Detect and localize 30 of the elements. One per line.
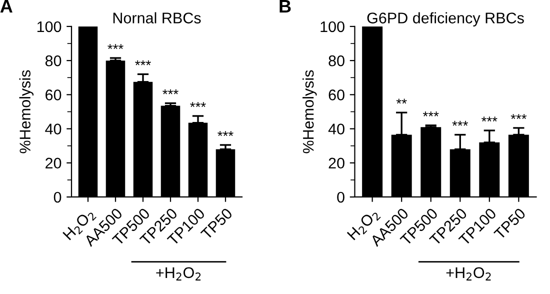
chart-title: Nornal RBCs — [113, 12, 201, 24]
y-tick-label: 60 — [328, 90, 344, 100]
y-tick-label: 20 — [46, 158, 62, 169]
annotation: *** — [135, 60, 151, 66]
y-tick-label: 0 — [54, 192, 62, 203]
annotation: *** — [422, 112, 439, 116]
y-tick-label: 20 — [328, 158, 344, 169]
y-tick-label: 100 — [320, 21, 344, 32]
annotation: *** — [452, 120, 468, 126]
y-axis-title: %Hemolysis — [302, 70, 317, 154]
y-tick-label: 40 — [45, 124, 62, 134]
annotation: *** — [218, 131, 234, 136]
y-tick-label: 60 — [46, 90, 62, 100]
annotation: *** — [108, 44, 124, 50]
text: A — [0, 0, 12, 12]
text: +H$_{2}$O$_{2}$ — [446, 267, 491, 280]
annotation: *** — [510, 114, 527, 119]
chart-title: G6PD deficiency RBCs — [367, 12, 524, 26]
y-tick-label: 40 — [328, 124, 344, 134]
text: +H$_{2}$O$_{2}$ — [156, 267, 201, 280]
text: B — [280, 0, 291, 12]
annotation: *** — [482, 116, 498, 122]
y-tick-label: 80 — [328, 55, 344, 66]
y-tick-label: 0 — [337, 192, 344, 203]
y-tick-label: 80 — [45, 55, 62, 66]
annotation: *** — [162, 89, 178, 94]
annotation: ** — [396, 98, 407, 104]
y-tick-label: 100 — [37, 21, 62, 32]
y-axis-title: %Hemolysis — [19, 70, 34, 154]
annotation: *** — [190, 102, 206, 108]
